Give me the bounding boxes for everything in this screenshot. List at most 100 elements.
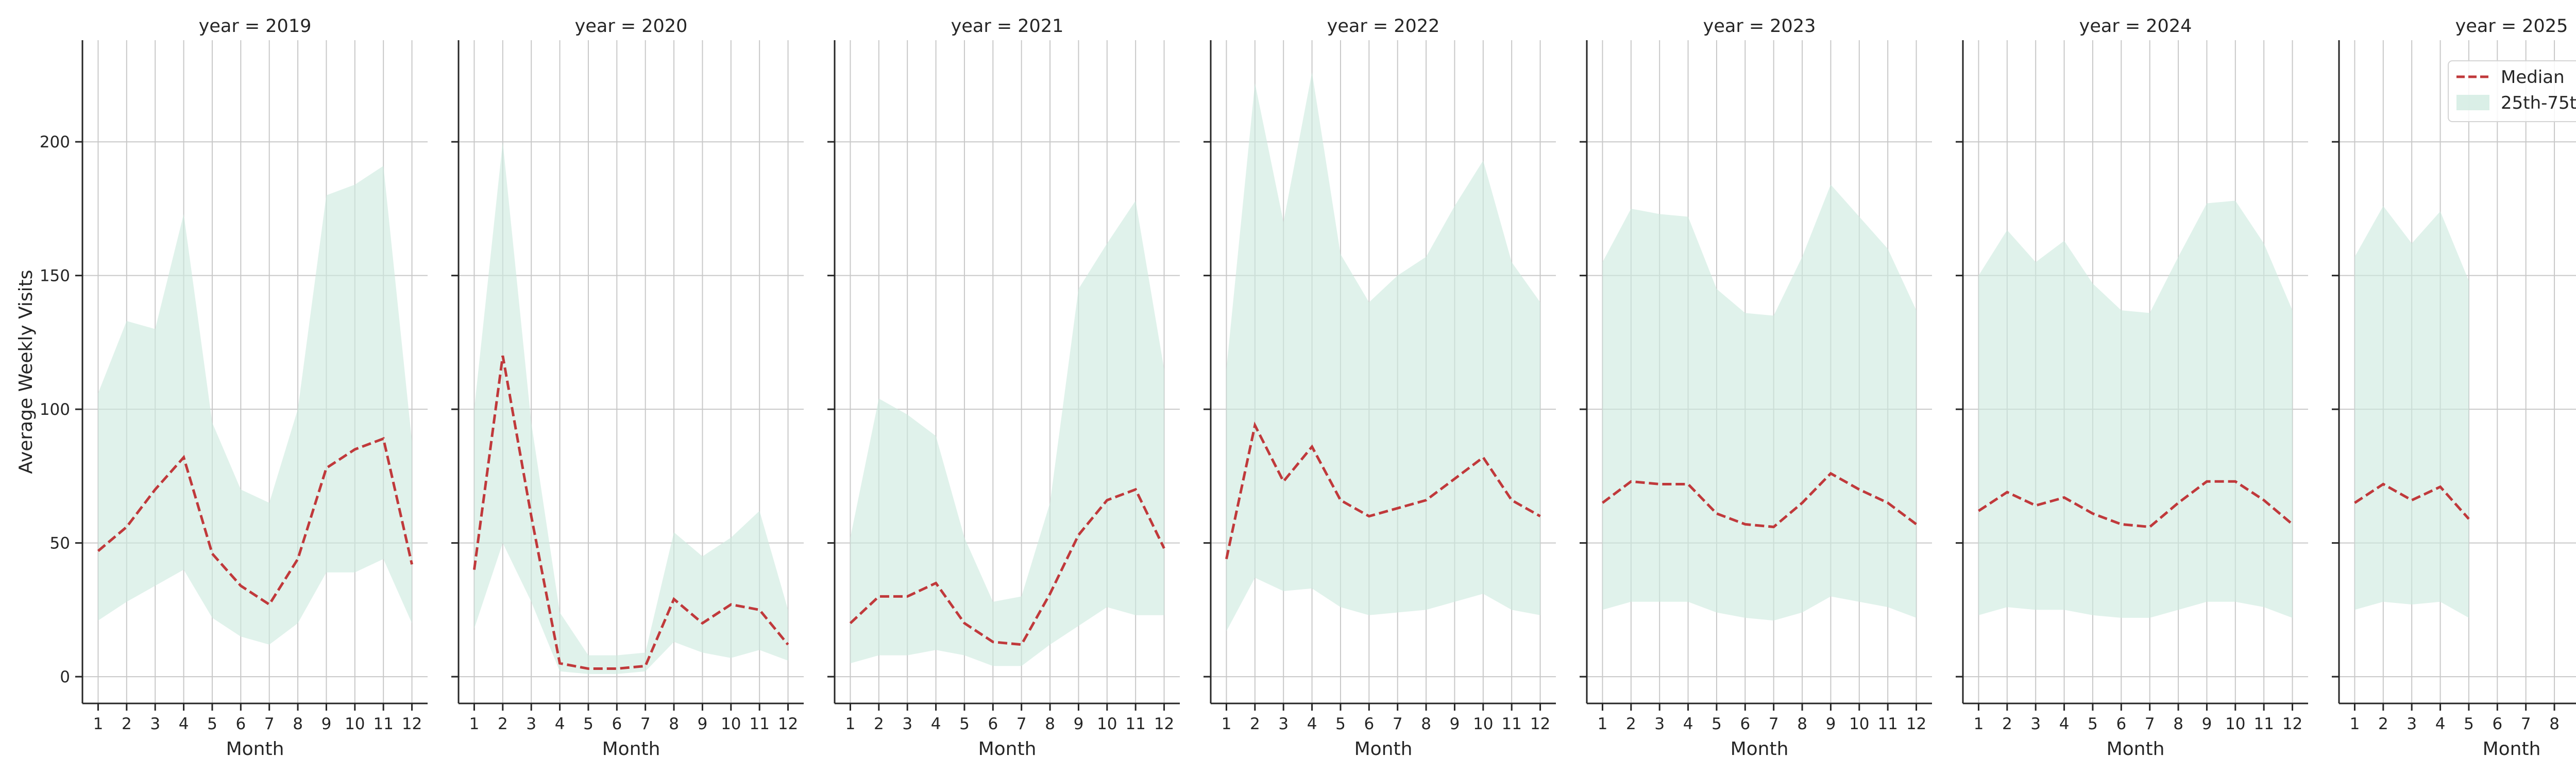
median-point (1858, 489, 1860, 491)
x-tick-label: 4 (555, 715, 565, 733)
x-tick-label: 3 (2030, 715, 2041, 733)
x-tick-label: 6 (2492, 715, 2502, 733)
percentile-band-2024 (1978, 200, 2293, 618)
x-tick-label: 4 (931, 715, 941, 733)
x-tick-label: 1 (1598, 715, 1608, 733)
x-tick-label: 3 (1654, 715, 1665, 733)
median-point (787, 644, 789, 646)
median-point (2092, 513, 2094, 515)
panel-title: year = 2022 (1327, 16, 1440, 37)
median-point (2035, 505, 2037, 507)
median-point (1134, 489, 1137, 491)
median-point (1225, 558, 1227, 560)
median-point (1425, 499, 1427, 501)
median-point (1340, 499, 1342, 501)
median-point (906, 595, 908, 597)
median-point (1282, 480, 1284, 482)
median-point (2411, 499, 2413, 501)
x-axis-label: Month (978, 738, 1037, 760)
median-point (1630, 480, 1632, 482)
x-tick-label: 7 (1016, 715, 1027, 733)
percentile-band-2022 (1226, 72, 1540, 631)
x-tick-label: 11 (373, 715, 393, 733)
x-tick-label: 2 (498, 715, 508, 733)
x-tick-label: 7 (264, 715, 275, 733)
x-tick-label: 9 (1826, 715, 1836, 733)
median-point (1977, 510, 1979, 512)
x-tick-label: 4 (1307, 715, 1317, 733)
median-point (97, 550, 99, 552)
y-tick-label: 0 (60, 668, 70, 686)
x-tick-label: 9 (1074, 715, 1084, 733)
x-axis-label: Month (2107, 738, 2165, 760)
x-tick-label: 5 (1711, 715, 1722, 733)
legend-band-label: 25th-75th Percentile (2501, 93, 2576, 113)
median-point (730, 603, 732, 606)
median-point (992, 641, 994, 643)
median-point (268, 603, 270, 606)
median-point (935, 582, 937, 584)
legend-median-label: Median (2501, 67, 2565, 88)
median-point (2263, 499, 2265, 501)
x-axis-label: Month (2483, 738, 2541, 760)
x-tick-label: 11 (1877, 715, 1897, 733)
x-tick-label: 6 (1740, 715, 1750, 733)
median-point (2382, 483, 2384, 485)
median-point (2234, 480, 2236, 482)
x-axis-label: Month (1354, 738, 1413, 760)
median-point (878, 595, 880, 597)
median-point (587, 668, 589, 670)
x-tick-label: 8 (1421, 715, 1431, 733)
x-tick-label: 7 (2145, 715, 2155, 733)
x-tick-label: 3 (2406, 715, 2417, 733)
x-tick-label: 5 (959, 715, 970, 733)
median-point (1773, 526, 1775, 528)
x-tick-label: 8 (669, 715, 679, 733)
median-point (1482, 457, 1484, 459)
median-point (1049, 593, 1051, 595)
median-point (154, 489, 156, 491)
x-tick-label: 5 (1335, 715, 1346, 733)
legend-band-swatch (2456, 95, 2489, 110)
x-tick-label: 4 (179, 715, 189, 733)
median-point (1254, 424, 1256, 426)
x-tick-label: 4 (2435, 715, 2446, 733)
x-tick-label: 5 (583, 715, 594, 733)
x-tick-label: 10 (2225, 715, 2245, 733)
x-tick-label: 1 (93, 715, 104, 733)
x-tick-label: 9 (1450, 715, 1460, 733)
median-point (411, 563, 413, 565)
percentile-band-2025 (2354, 206, 2469, 618)
percentile-band-2020 (474, 142, 788, 674)
median-point (1511, 499, 1513, 501)
x-tick-label: 1 (1974, 715, 1984, 733)
median-point (673, 598, 675, 600)
median-line-2022 (1225, 421, 1541, 560)
median-point (126, 526, 128, 528)
x-tick-label: 6 (988, 715, 998, 733)
x-tick-label: 10 (345, 715, 365, 733)
median-point (502, 355, 504, 357)
x-tick-label: 12 (1906, 715, 1926, 733)
median-point (211, 552, 213, 554)
x-tick-label: 2 (1626, 715, 1636, 733)
x-tick-label: 8 (2549, 715, 2560, 733)
panel-title: year = 2024 (2079, 16, 2192, 37)
x-tick-label: 3 (902, 715, 912, 733)
median-point (2063, 496, 2065, 498)
x-tick-label: 10 (721, 715, 741, 733)
x-tick-label: 7 (640, 715, 651, 733)
percentile-band-2021 (850, 200, 1164, 666)
median-point (1397, 507, 1399, 509)
median-point (645, 665, 647, 667)
median-point (1539, 515, 1541, 517)
